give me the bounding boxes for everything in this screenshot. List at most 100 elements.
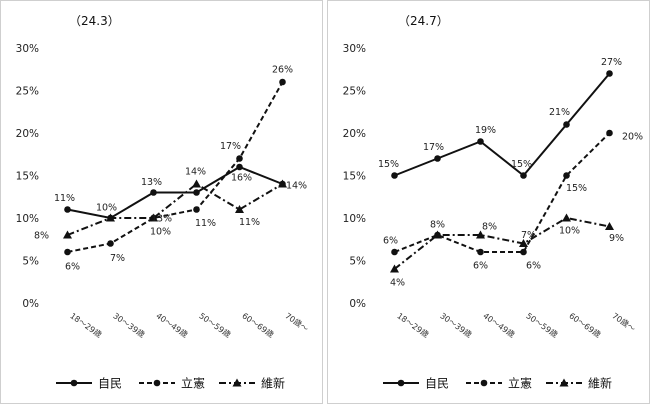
data-label: 6% <box>526 261 541 272</box>
y-tick-label: 0% <box>22 298 39 310</box>
data-label: 17% <box>220 141 241 152</box>
legend-label-ishin: 維新 <box>261 376 285 391</box>
legend-marker-rikken <box>153 379 161 387</box>
y-tick-label: 25% <box>16 86 39 98</box>
data-label: 11% <box>54 193 75 204</box>
data-point <box>563 121 570 128</box>
data-label: 16% <box>231 173 252 184</box>
x-tick-label: 40～49歳 <box>154 310 190 339</box>
x-tick-label: 60～69歳 <box>567 310 603 339</box>
chart-title: （24.7） <box>398 14 449 28</box>
y-tick-label: 15% <box>16 171 39 183</box>
data-label: 15% <box>511 159 532 170</box>
data-label: 7% <box>521 230 536 241</box>
data-label: 8% <box>482 222 497 233</box>
legend-marker-ishin <box>559 378 569 387</box>
chart-title: （24.3） <box>69 14 120 28</box>
data-point <box>192 179 201 188</box>
data-point <box>562 213 571 222</box>
data-label: 19% <box>475 125 496 136</box>
legend-marker-jimin <box>70 379 78 387</box>
x-tick-label: 70歳～ <box>283 310 310 333</box>
data-label: 6% <box>383 236 398 247</box>
data-point <box>63 230 72 239</box>
legend-label-rikken: 立憲 <box>508 376 532 391</box>
data-point <box>150 189 157 196</box>
line-chart-2024-7: （24.7） 0% 5% 10% 15% 20% 25% 30% 18～29歳 30～39歳 40～… <box>343 14 643 391</box>
legend-label-rikken: 立憲 <box>181 376 205 391</box>
y-tick-label: 5% <box>349 256 366 268</box>
data-label: 13% <box>141 177 162 188</box>
y-tick-label: 10% <box>343 213 366 225</box>
data-point <box>236 163 243 171</box>
data-point <box>279 78 286 86</box>
data-label: 15% <box>378 159 399 170</box>
data-point <box>193 189 200 196</box>
data-label: 15% <box>566 183 587 194</box>
data-point <box>476 230 485 239</box>
y-tick-label: 5% <box>22 256 39 268</box>
data-point <box>236 155 243 162</box>
data-label: 6% <box>473 261 488 272</box>
data-point <box>606 70 613 77</box>
chart-panel-2024-3: （24.3） 0% 5% 10% 15% 20% 25% 30% 18～29歳 30～39歳 40～… <box>0 0 323 404</box>
y-tick-label: 30% <box>16 43 39 55</box>
x-tick-label: 18～29歳 <box>395 310 431 339</box>
data-point <box>477 248 484 256</box>
series-line-jimin <box>394 72 611 177</box>
data-point <box>605 222 614 230</box>
data-point <box>107 240 114 247</box>
data-point <box>278 179 287 188</box>
data-point <box>520 248 527 256</box>
x-tick-label: 40～49歳 <box>481 310 517 339</box>
legend-label-jimin: 自民 <box>425 377 449 391</box>
data-point <box>235 205 244 213</box>
data-point <box>391 172 398 179</box>
legend-label-jimin: 自民 <box>98 377 122 391</box>
data-label: 11% <box>195 218 216 229</box>
data-label: 27% <box>601 57 622 68</box>
chart-panel-2024-7: （24.7） 0% 5% 10% 15% 20% 25% 30% 18～29歳 30～39歳 40～… <box>327 0 650 404</box>
data-label: 8% <box>430 220 445 231</box>
legend-marker-ishin <box>232 378 242 387</box>
data-label: 6% <box>65 262 80 273</box>
data-point <box>391 248 398 256</box>
data-label: 8% <box>34 231 49 242</box>
data-label: 14% <box>185 167 206 178</box>
data-label: 7% <box>110 253 125 264</box>
y-tick-label: 20% <box>16 128 39 140</box>
y-tick-label: 20% <box>343 128 366 140</box>
data-label: 20% <box>622 132 643 143</box>
data-label: 10% <box>559 226 580 237</box>
data-point <box>477 138 484 145</box>
data-point <box>193 206 200 213</box>
y-tick-label: 10% <box>16 213 39 225</box>
data-label: 26% <box>272 65 293 76</box>
x-tick-label: 50～59歳 <box>197 310 233 339</box>
data-label: 17% <box>423 142 444 153</box>
y-tick-label: 15% <box>343 171 366 183</box>
series-line-rikken <box>394 132 611 253</box>
y-tick-label: 0% <box>349 298 366 310</box>
series-line-ishin <box>67 182 284 236</box>
y-tick-label: 25% <box>343 86 366 98</box>
data-label: 21% <box>549 107 570 118</box>
x-tick-label: 70歳～ <box>610 310 637 333</box>
data-point <box>390 264 399 273</box>
x-tick-label: 60～69歳 <box>240 310 276 339</box>
x-tick-label: 18～29歳 <box>68 310 104 339</box>
data-label: 9% <box>609 233 624 244</box>
data-point <box>149 213 158 222</box>
data-point <box>519 239 528 247</box>
legend-label-ishin: 維新 <box>588 376 612 391</box>
data-label: 10% <box>150 227 171 238</box>
data-label: 10% <box>96 203 117 214</box>
series-line-rikken <box>67 81 284 253</box>
y-tick-label: 30% <box>343 43 366 55</box>
x-tick-label: 50～59歳 <box>524 310 560 339</box>
data-point <box>606 129 613 137</box>
data-label: 4% <box>390 278 405 289</box>
data-point <box>433 230 442 239</box>
line-chart-2024-3: （24.3） 0% 5% 10% 15% 20% 25% 30% 18～29歳 30～39歳 40～… <box>16 14 311 391</box>
data-label: 13% <box>151 214 172 225</box>
